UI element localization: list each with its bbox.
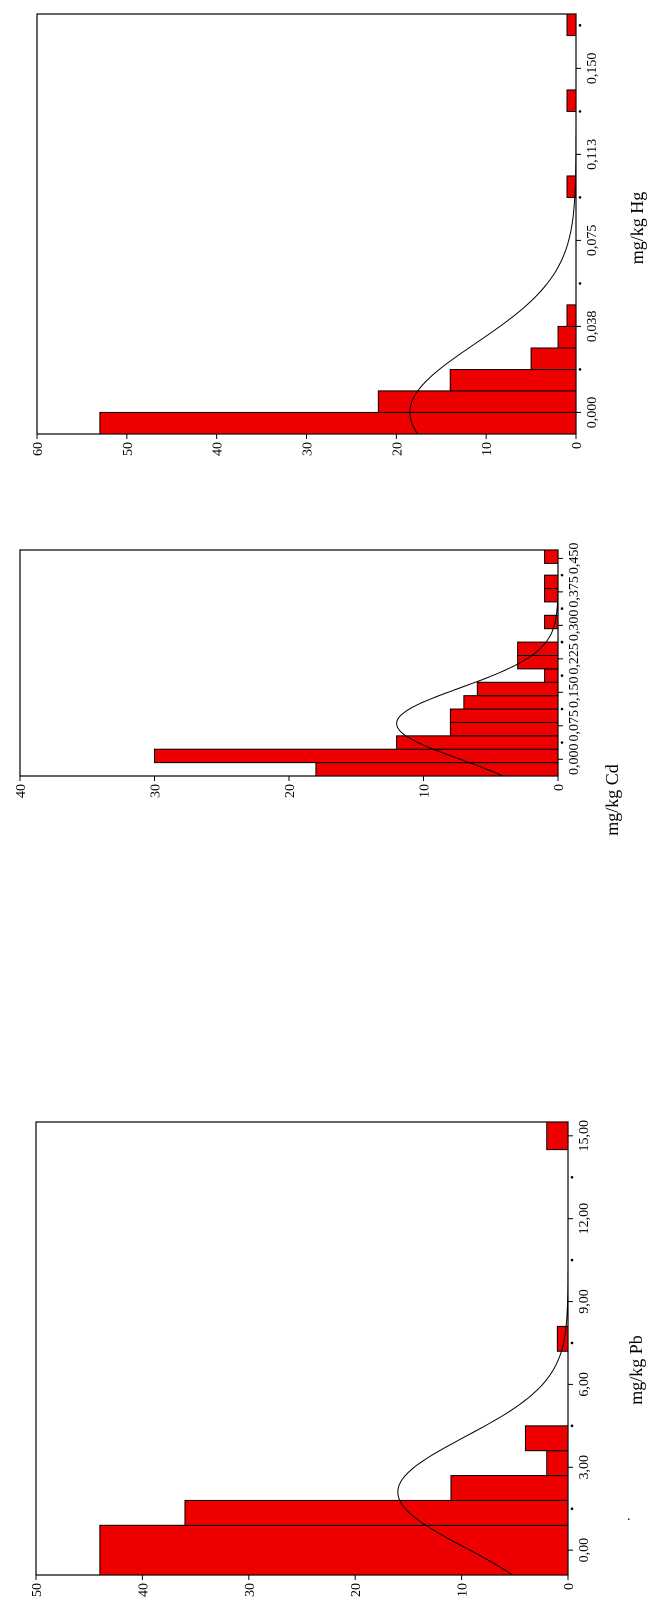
value-tick-label: 20 (349, 1583, 364, 1597)
value-tick-label: 0 (552, 784, 567, 791)
minor-tick-dot (570, 1507, 574, 1511)
value-tick-label: 50 (30, 1583, 45, 1597)
minor-tick-dot (570, 1424, 574, 1428)
histogram-bar (546, 1121, 569, 1151)
category-tick-label: 0,150 (567, 677, 582, 709)
histogram-bar (544, 588, 559, 603)
histogram-bar (530, 347, 577, 371)
value-tick-label: 40 (136, 1583, 151, 1597)
value-tick-label: 10 (418, 784, 433, 798)
minor-tick-dot (560, 640, 564, 644)
value-tick-label: 40 (211, 442, 226, 456)
minor-tick-dot (578, 368, 582, 371)
histogram-bar (557, 325, 577, 349)
category-tick-label: 0,075 (567, 710, 582, 742)
histogram-bar (566, 304, 577, 327)
category-tick-label: 0,113 (585, 139, 600, 170)
category-tick-label: 0,450 (567, 543, 582, 575)
minor-tick-dot (578, 282, 582, 285)
value-tick-label: 30 (149, 784, 164, 798)
normal-curve (397, 1122, 569, 1576)
histogram-bar (396, 735, 559, 750)
category-tick-label: 12,00 (577, 1203, 592, 1235)
value-tick-label: 10 (456, 1583, 471, 1597)
value-tick-label: 60 (31, 442, 46, 456)
category-tick-label: 15,00 (577, 1120, 592, 1152)
category-tick-label: 0,225 (567, 643, 582, 675)
histogram-bar (544, 668, 559, 683)
histogram-bar (449, 369, 577, 392)
value-tick-label: 50 (121, 442, 136, 456)
histogram-bar (517, 654, 559, 670)
category-tick-label: 0,038 (585, 311, 600, 343)
category-tick-label: 0,000 (567, 744, 582, 776)
value-tick-label: 0 (562, 1583, 577, 1590)
histogram-bar (566, 13, 577, 37)
histogram-bar (517, 641, 559, 656)
value-tick-label: 10 (480, 442, 495, 456)
histogram-bar (449, 708, 559, 723)
histogram-bar (566, 175, 577, 199)
value-tick-label: 30 (243, 1583, 258, 1597)
normal-curve (409, 14, 577, 435)
normal-curve (396, 550, 559, 777)
histogram-bar (544, 549, 559, 564)
axis-label: mg/kg Cd (602, 764, 622, 836)
value-tick-label: 20 (283, 784, 298, 798)
histogram-bar (566, 89, 577, 112)
histogram-bar (544, 574, 559, 590)
minor-tick-dot (560, 707, 564, 711)
histogram-bar (99, 1524, 569, 1576)
minor-tick-dot (578, 110, 582, 113)
minor-tick-dot (560, 573, 564, 577)
minor-tick-dot (560, 674, 564, 677)
minor-tick-dot (578, 24, 582, 27)
stray-dot-mark: . (627, 1509, 631, 1524)
minor-tick-dot (570, 1175, 574, 1179)
histogram-bar (476, 681, 559, 697)
category-tick-label: 9,00 (577, 1289, 592, 1314)
minor-tick-dot (570, 1341, 574, 1345)
histogram-bar (556, 1325, 569, 1352)
axis-label: mg/kg Pb (626, 1335, 646, 1405)
value-tick-label: 30 (301, 442, 316, 456)
histogram-bar (154, 748, 559, 764)
minor-tick-dot (570, 1258, 574, 1262)
category-tick-label: 3,00 (577, 1455, 592, 1480)
value-tick-label: 40 (14, 784, 29, 798)
histogram-bar (377, 390, 577, 413)
histogram-bar (99, 411, 577, 435)
value-tick-label: 0 (570, 442, 585, 449)
category-tick-label: 0,375 (567, 576, 582, 608)
category-tick-label: 0,300 (567, 610, 582, 642)
minor-tick-dot (560, 607, 564, 610)
histogram-pb: 0 10 20 30 40 50 0,00 3,00 6,00 9,00 12,00 15,00 mg/… (30, 1120, 646, 1597)
histogram-bar (546, 1450, 569, 1477)
category-tick-label: 6,00 (577, 1372, 592, 1397)
minor-tick-dot (560, 741, 564, 744)
histogram-hg: 0 10 20 30 40 50 60 0,000 0,038 0,075 0,113 0,150 mg… (31, 13, 647, 456)
histogram-bar (450, 1475, 569, 1501)
histogram-bar (184, 1499, 569, 1526)
histogram-bar (524, 1425, 569, 1452)
axis-label: mg/kg Hg (627, 192, 647, 265)
minor-tick-dot (578, 196, 582, 199)
category-tick-label: 0,000 (585, 397, 600, 429)
category-tick-label: 0,075 (585, 225, 600, 257)
histogram-bar (463, 695, 559, 710)
value-tick-label: 20 (390, 442, 405, 456)
histogram-bar (449, 721, 559, 737)
histogram-bar (315, 762, 559, 777)
category-tick-label: 0,150 (585, 53, 600, 85)
category-tick-label: 0,00 (577, 1538, 592, 1563)
